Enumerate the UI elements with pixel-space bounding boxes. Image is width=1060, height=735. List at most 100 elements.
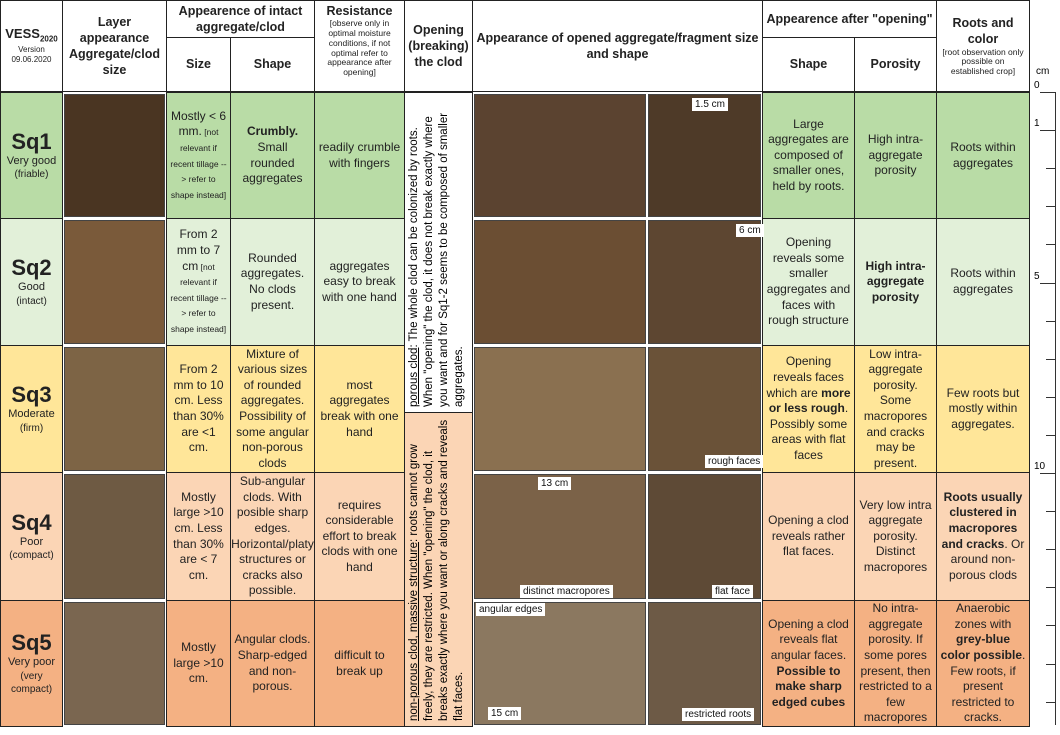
porosity-cell: Low intra-aggregate porosity. Some macro… <box>854 345 937 473</box>
roots-cell: Roots usually clustered in macropores an… <box>936 472 1030 601</box>
text-segment: difficult to break up <box>334 647 385 678</box>
resistance-cell: difficult to break up <box>314 600 405 727</box>
ruler-label: 0 <box>1034 80 1040 91</box>
layer-photo <box>64 94 165 217</box>
shape-cell: Mixture of various sizes of rounded aggr… <box>230 345 315 473</box>
layer-photo <box>64 220 165 344</box>
photo-caption: 6 cm <box>736 224 764 237</box>
shape-cell: Rounded aggregates. No clods present. <box>230 218 315 346</box>
shape-text: Rounded aggregates. No clods present. <box>234 251 311 313</box>
resistance-cell: aggregates easy to break with one hand <box>314 218 405 346</box>
opened-photo <box>474 347 646 471</box>
photo-caption: flat face <box>712 585 754 598</box>
ruler-minor-tick <box>1046 244 1055 246</box>
roots-text: Roots within aggregates <box>940 266 1026 297</box>
size-cell: Mostly large >10 cm. Less than 30% are <… <box>166 472 231 601</box>
size-cell: From 2 mm to 7 cm [not relevant if recen… <box>166 218 231 346</box>
photo-caption: angular edges <box>476 603 546 616</box>
score-cell: Sq1 Very good (friable) <box>0 92 63 219</box>
after-shape-text: Opening reveals some smaller aggregates … <box>766 235 851 329</box>
quality: Poor <box>19 535 44 548</box>
size-cell: Mostly large >10 cm. <box>166 600 231 727</box>
text-segment: Roots within aggregates <box>950 139 1016 170</box>
porosity-text: Very low intra aggregate porosity. Disti… <box>858 498 933 576</box>
score: Sq3 <box>11 382 52 408</box>
resistance-cell: most aggregates break with one hand <box>314 345 405 473</box>
ruler-minor-tick <box>1046 587 1055 589</box>
text-segment: more or less rough <box>768 385 851 416</box>
text-segment: Low intra-aggregate porosity. Some macro… <box>863 346 928 470</box>
quality-note: (intact) <box>16 295 47 307</box>
resistance-text: readily crumble with fingers <box>318 140 401 171</box>
opened-photo <box>648 602 761 725</box>
quality-note: (very compact) <box>10 670 53 695</box>
text-segment: Mostly < 6 mm. <box>170 108 227 139</box>
text-segment: Small rounded aggregates <box>242 139 303 186</box>
after-shape-cell: Opening reveals some smaller aggregates … <box>762 218 855 346</box>
resistance-header: Resistance [observe only in optimal mois… <box>314 0 405 92</box>
text-segment: most aggregates break with one hand <box>320 377 399 439</box>
roots-title: Roots and color <box>952 16 1014 47</box>
text-segment: . Few roots, if present restricted to cr… <box>950 647 1026 725</box>
photo-caption: 1.5 cm <box>692 98 729 111</box>
ruler-label: 10 <box>1034 461 1046 472</box>
photo-caption: 13 cm <box>538 477 572 490</box>
layer-photo <box>64 602 165 725</box>
text-segment: Mostly large >10 cm. <box>173 640 224 686</box>
ruler-tick <box>1040 282 1055 284</box>
intact-header: Appearence of intact aggregate/clod <box>166 0 315 38</box>
resistance-cell: readily crumble with fingers <box>314 92 405 219</box>
quality: Moderate <box>8 408 55 421</box>
ruler-minor-tick <box>1046 320 1055 322</box>
score-cell: Sq2 Good (intact) <box>0 218 63 346</box>
text-segment: Opening reveals faces which are <box>766 354 844 400</box>
porosity-text: No intra-aggregate porosity. If some por… <box>858 601 933 726</box>
text-segment: No intra-aggregate porosity. If some por… <box>859 601 932 725</box>
shape-text: Crumbly. Small rounded aggregates <box>234 124 311 186</box>
size-cell: From 2 mm to 10 cm. Less than 30% are <1… <box>166 345 231 473</box>
score-cell: Sq4 Poor (compact) <box>0 472 63 601</box>
porosity-cell: Very low intra aggregate porosity. Disti… <box>854 472 937 601</box>
after-shape-cell: Opening reveals faces which are more or … <box>762 345 855 473</box>
opened-photo <box>648 220 761 344</box>
date: 09.06.2020 <box>11 55 52 65</box>
roots-cell: Anaerobic zones with grey-blue color pos… <box>936 600 1030 727</box>
opening-text: non-porous clod, massive structure: root… <box>405 413 472 725</box>
ruler-minor-tick <box>1046 701 1055 703</box>
opened-photo <box>474 474 646 599</box>
resistance-note: [observe only in optimal moisture condit… <box>327 18 392 78</box>
text-segment: High intra-aggregate porosity <box>867 132 924 178</box>
shape-cell: Sub-angular clods. With posible sharp ed… <box>230 472 315 601</box>
score: Sq5 <box>11 630 52 656</box>
opened-photo <box>648 474 761 599</box>
text-segment: Angular clods. Sharp-edged and non-porou… <box>234 632 311 694</box>
score-cell: Sq5 Very poor (very compact) <box>0 600 63 727</box>
porosity-text: High intra-aggregate porosity <box>858 259 933 306</box>
text-segment: Mostly large >10 cm. Less than 30% are <… <box>173 489 224 582</box>
resistance-title: Resistance <box>326 4 393 18</box>
after-shape-cell: Opening a clod reveals rather flat faces… <box>762 472 855 601</box>
ruler-label: 1 <box>1034 118 1040 130</box>
roots-header: Roots and color [root observation only p… <box>936 0 1030 92</box>
text-segment: Anaerobic zones with <box>954 601 1012 631</box>
opening-lead: non-porous clod, massive structure <box>408 542 420 721</box>
shape-cell: Crumbly. Small rounded aggregates <box>230 92 315 219</box>
shape-text: Angular clods. Sharp-edged and non-porou… <box>234 632 311 694</box>
ruler-tick <box>1040 473 1055 474</box>
shape-text: Sub-angular clods. With posible sharp ed… <box>231 474 314 599</box>
size-text: Mostly large >10 cm. Less than 30% are <… <box>170 490 227 584</box>
after-shape-text: Opening a clod reveals rather flat faces… <box>766 513 851 560</box>
text-segment: . Possibly some areas with flat faces <box>769 401 849 462</box>
porosity-text: Low intra-aggregate porosity. Some macro… <box>858 347 933 472</box>
size-text: Mostly < 6 mm. [not relevant if recent t… <box>170 109 227 203</box>
opened-photo <box>648 347 761 471</box>
text-segment: . Or around non-porous clods <box>948 536 1025 582</box>
size-header: Size <box>166 37 231 92</box>
ruler-minor-tick <box>1046 663 1055 665</box>
porosity-header: Porosity <box>854 37 937 92</box>
opening-cell <box>404 412 473 727</box>
ruler-label: 5 <box>1034 270 1040 282</box>
opening-header: Opening (breaking) the clod <box>404 0 473 92</box>
text-segment: Opening reveals some smaller aggregates … <box>766 235 851 328</box>
text-segment: [not relevant if recent tillage --> refe… <box>170 261 227 334</box>
